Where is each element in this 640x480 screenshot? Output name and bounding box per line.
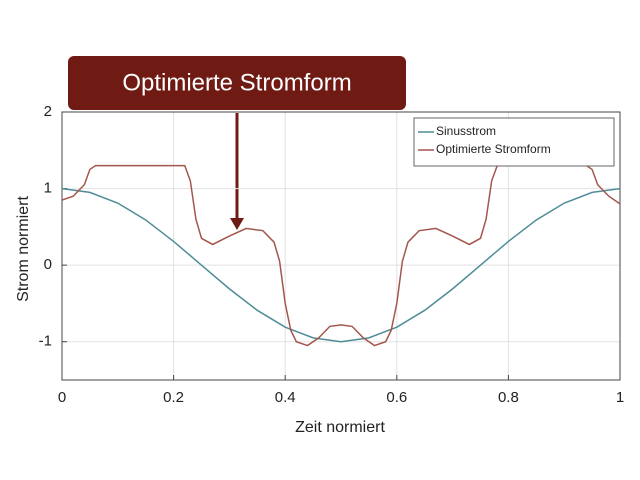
y-tick-label: 2 [44, 103, 52, 120]
annotation-box [68, 56, 406, 110]
y-tick-label: -1 [39, 333, 52, 350]
y-tick-label: 1 [44, 180, 52, 197]
x-tick-label: 1 [616, 389, 624, 406]
annotation-text: Optimierte Stromform [122, 69, 351, 96]
x-tick-label: 0 [58, 389, 66, 406]
x-tick-label: 0.8 [498, 389, 519, 406]
line [61, 187, 621, 343]
y-tick-label: 0 [44, 256, 52, 273]
legend-label: Optimierte Stromform [436, 142, 551, 156]
x-tick-label: 0.2 [163, 389, 184, 406]
legend [413, 117, 615, 167]
x-tick-label: 0.6 [386, 389, 407, 406]
legend-label: Sinusstrom [436, 124, 496, 138]
x-tick-label: 0.4 [275, 389, 296, 406]
plot-frame [61, 111, 621, 381]
y-axis-label: Strom normiert [15, 196, 32, 302]
x-axis-label: Zeit normiert [295, 419, 385, 436]
annotation-arrowhead [230, 218, 244, 230]
line [61, 164, 621, 347]
